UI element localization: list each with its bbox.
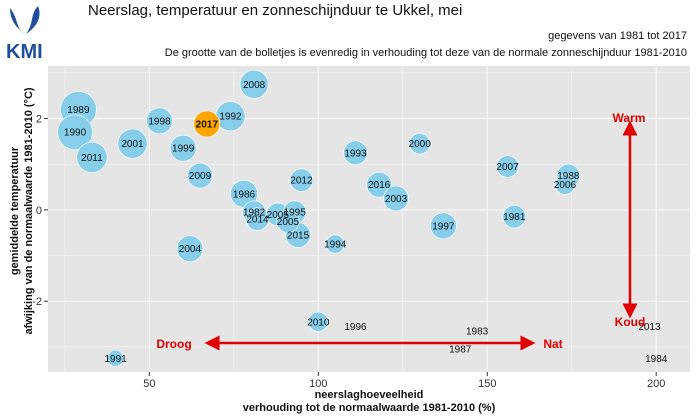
bubble-2008 — [239, 69, 269, 99]
y-axis-label-line2: afwijking van de normaalwaarde 1981-2010… — [23, 87, 35, 334]
bubble-1998 — [146, 107, 173, 135]
y-axis-label-line1: gemiddelde temperatuur — [9, 146, 21, 275]
bubble-label-1995: 1995 — [284, 208, 307, 219]
bubble-2017 — [193, 110, 221, 138]
bubble-label-1990: 1990 — [64, 128, 87, 139]
bubble-label-2007: 2007 — [496, 162, 519, 173]
bubble-label-2011: 2011 — [81, 153, 103, 164]
bubble-label-1984: 1984 — [645, 354, 668, 365]
axis-ticks: 50 100 150 200 -2 0 2 — [32, 114, 665, 390]
kmi-logo: KMI — [6, 6, 43, 62]
bubble-1997 — [430, 212, 457, 240]
bubble-2000 — [409, 133, 431, 155]
bubble-label-2000: 2000 — [409, 139, 432, 150]
bubble-label-2004: 2004 — [179, 244, 202, 255]
bubble-label-1986: 1986 — [233, 189, 256, 200]
plot-panel — [48, 66, 690, 372]
x-tick-label: 150 — [478, 378, 496, 390]
bubble-2012 — [289, 168, 314, 192]
bubble-label-2005: 2005 — [277, 217, 300, 228]
bubble-label-1999: 1999 — [172, 144, 195, 155]
grid-lines — [48, 66, 690, 372]
bubble-label-1982: 1982 — [243, 208, 266, 219]
bubble-2009 — [187, 162, 213, 189]
chart-subtitle-period: gegevens van 1981 tot 2017 — [548, 30, 687, 42]
bubble-1994 — [325, 234, 345, 254]
annotation-koud: Koud — [615, 315, 646, 329]
bubble-label-2009: 2009 — [189, 171, 212, 182]
bubble-label-2013: 2013 — [638, 322, 661, 333]
annotation-droog: Droog — [156, 337, 191, 351]
bubble-label-1991: 1991 — [104, 354, 127, 365]
y-tick-label: -2 — [32, 296, 42, 308]
bubble-2006 — [554, 174, 575, 195]
bubble-label-1994: 1994 — [324, 240, 347, 251]
bubble-2016 — [366, 171, 392, 198]
bubble-label-2012: 2012 — [290, 176, 313, 187]
bubble-1991 — [107, 349, 124, 367]
bubble-label-2017: 2017 — [196, 120, 219, 131]
bubble-2005 — [276, 209, 300, 233]
annotation-warm: Warm — [613, 111, 646, 125]
bubble-label-2014: 2014 — [246, 215, 269, 226]
bubble-label-2006: 2006 — [554, 180, 577, 191]
x-tick-label: 50 — [143, 378, 155, 390]
bubble-2003 — [383, 185, 409, 212]
bubble-label-2016: 2016 — [368, 180, 391, 191]
bubble-label-1993: 1993 — [344, 148, 367, 159]
chart-title: Neerslag, temperatuur en zonneschijnduur… — [88, 2, 463, 19]
bubble-1999 — [169, 134, 197, 162]
bubble-label-2015: 2015 — [287, 230, 310, 241]
bubble-label-1983: 1983 — [466, 326, 489, 337]
annotation-arrows — [204, 120, 638, 351]
bubble-label-1988: 1988 — [557, 171, 580, 182]
annotation-nat: Nat — [543, 337, 562, 351]
kmi-logo-wave-right — [26, 6, 40, 34]
bubble-label-1997: 1997 — [432, 221, 455, 232]
bubble-2011 — [76, 141, 108, 173]
bubble-label-1981: 1981 — [503, 212, 526, 223]
kmi-logo-text: KMI — [6, 41, 43, 62]
bubble-label-1996: 1996 — [344, 322, 367, 333]
bubble-label-1992: 1992 — [219, 112, 242, 123]
x-tick-label: 200 — [647, 378, 665, 390]
x-axis-label-line2: verhouding tot de normaalwaarde 1981-201… — [243, 402, 496, 414]
bubble-label-1998: 1998 — [148, 116, 171, 127]
y-tick-label: 0 — [36, 205, 42, 217]
y-tick-label: 2 — [36, 114, 42, 126]
chart-subtitle-bubbles: De grootte van de bolletjes is evenredig… — [164, 47, 687, 59]
bubble-label-2001: 2001 — [121, 139, 144, 150]
bubble-2007 — [496, 155, 519, 178]
bubble-label-2008: 2008 — [243, 80, 266, 91]
bubble-1981 — [502, 205, 526, 229]
bubble-2010 — [308, 311, 329, 332]
bubble-1993 — [343, 140, 368, 165]
bubble-label-1989: 1989 — [67, 105, 90, 116]
kmi-logo-wave-left — [10, 8, 24, 34]
bubble-1990 — [57, 114, 93, 150]
bubble-label-2005: 2005 — [267, 210, 290, 221]
bubble-label-2010: 2010 — [307, 317, 330, 328]
bubble-2001 — [117, 128, 148, 159]
bubble-label-2003: 2003 — [385, 194, 408, 205]
x-axis-label-line1: neerslaghoeveelheid — [315, 389, 424, 401]
bubble-label-1987: 1987 — [449, 345, 472, 356]
bubble-2004 — [176, 235, 204, 262]
x-tick-label: 100 — [309, 378, 327, 390]
